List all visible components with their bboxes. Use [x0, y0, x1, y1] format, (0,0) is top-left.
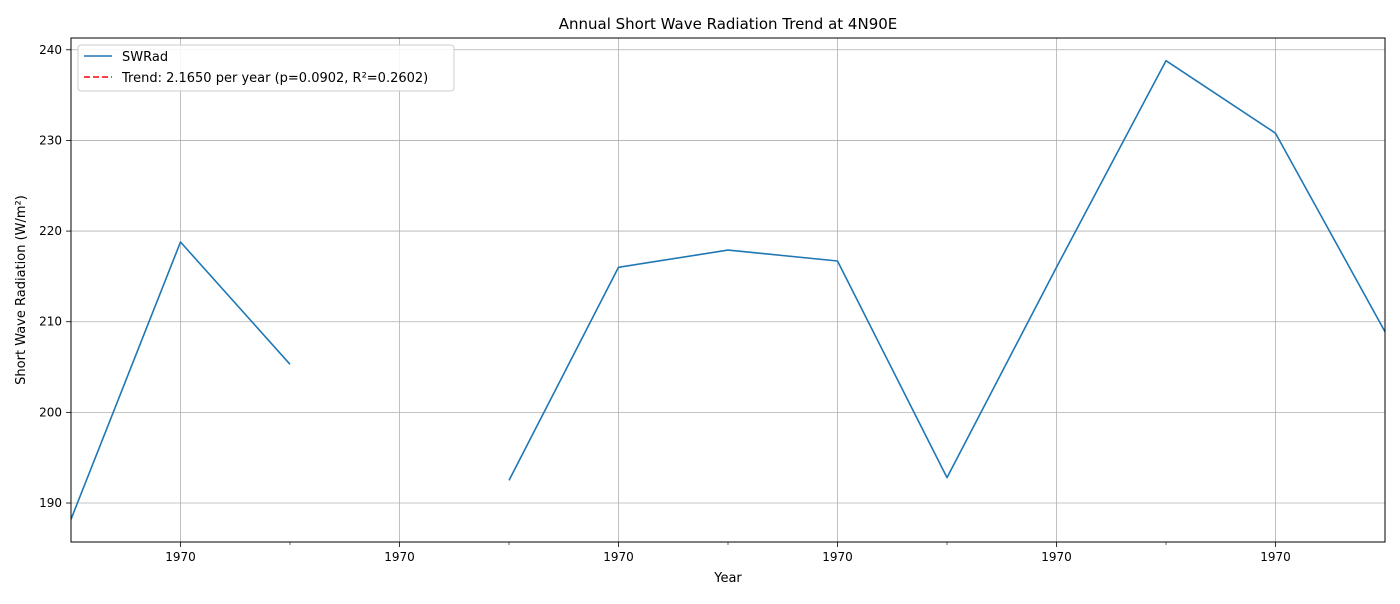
y-tick-label: 230	[39, 133, 62, 147]
x-tick-label: 1970	[822, 550, 853, 564]
series-group	[70, 59, 1386, 520]
x-tick-label: 1970	[603, 550, 634, 564]
series-line-0	[508, 59, 1386, 481]
x-tick-label: 1970	[165, 550, 196, 564]
series-line-0	[70, 241, 291, 520]
y-tick-label: 200	[39, 405, 62, 419]
legend-box	[77, 44, 455, 92]
legend-label-trend: Trend: 2.1650 per year (p=0.0902, R²=0.2…	[121, 71, 428, 86]
legend: SWRad Trend: 2.1650 per year (p=0.0902, …	[77, 44, 455, 92]
x-axis-label: Year	[713, 571, 742, 586]
y-tick-label: 210	[39, 315, 62, 329]
x-tick-label: 1970	[1260, 550, 1291, 564]
x-tick-label: 1970	[384, 550, 415, 564]
y-tick-label: 220	[39, 224, 62, 238]
y-tick-label: 240	[39, 43, 62, 57]
x-tick-label: 1970	[1041, 550, 1072, 564]
chart-title: Annual Short Wave Radiation Trend at 4N9…	[559, 15, 898, 33]
grid	[71, 38, 1385, 542]
ticks: 1970 1970 1970 1970 1970 1970 190 200 210 220 230 2…	[39, 43, 1291, 564]
y-axis-label: Short Wave Radiation (W/m²)	[14, 195, 29, 385]
legend-label-swrad: SWRad	[122, 50, 168, 65]
y-tick-label: 190	[39, 496, 62, 510]
